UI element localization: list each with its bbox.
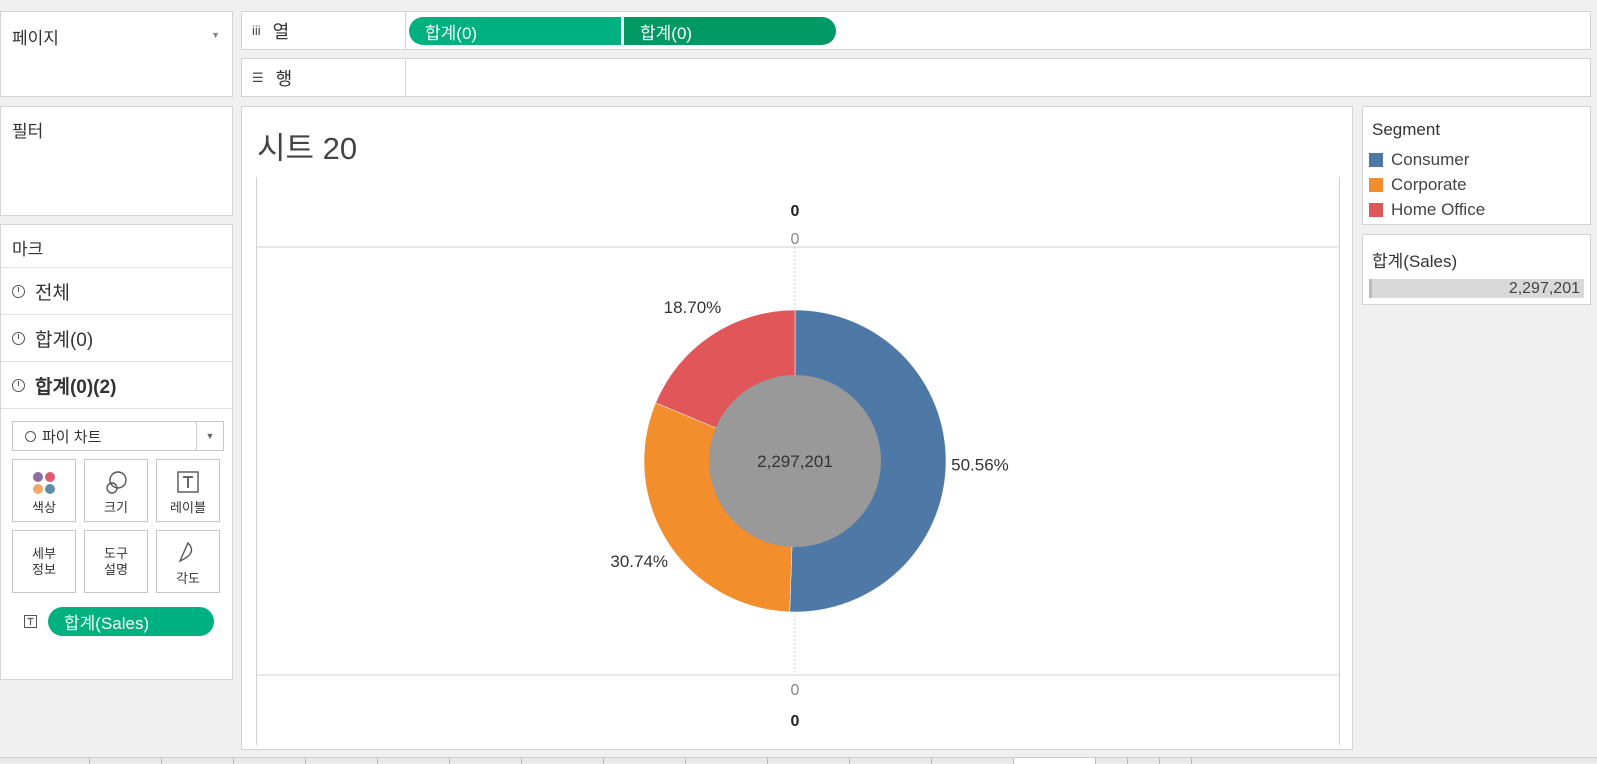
columns-shelf[interactable]: iii 열 합계(0) 합계(0): [241, 11, 1591, 50]
card-label: 세부 정보: [32, 545, 56, 577]
sheet-tab[interactable]: [1128, 758, 1160, 764]
mark-layer-sum0[interactable]: 합계(0): [1, 314, 232, 362]
sheet-tab[interactable]: [850, 758, 932, 764]
sales-legend-title: 합계(Sales): [1372, 252, 1458, 271]
card-label: 각도: [176, 571, 200, 586]
mark-type-dropdown[interactable]: 파이 차트 ▼: [12, 421, 224, 451]
marks-title: 마크: [12, 240, 44, 259]
divider: [1, 408, 232, 409]
rows-shelf[interactable]: ☰ 행: [241, 58, 1591, 97]
sheet-tab[interactable]: [0, 758, 90, 764]
sheet-tab[interactable]: [686, 758, 768, 764]
pages-title: 페이지: [12, 29, 59, 48]
text-icon: [24, 615, 37, 628]
top-tick-label: 0: [791, 231, 800, 248]
column-pill-1[interactable]: 합계(0): [409, 17, 621, 45]
sales-legend: 합계(Sales) 2,297,201: [1362, 234, 1591, 305]
legend-item-home-office[interactable]: Home Office: [1369, 198, 1485, 222]
detail-card[interactable]: 세부 정보: [12, 530, 76, 593]
slice-label: 50.56%: [951, 455, 1009, 474]
pages-shelf[interactable]: 페이지 ▼: [0, 11, 233, 97]
color-card[interactable]: 색상: [12, 459, 76, 522]
size-card[interactable]: 크기: [84, 459, 148, 522]
pie-chart-icon: [12, 285, 25, 298]
legend-title: Segment: [1372, 120, 1441, 139]
mark-layer-label: 합계(0): [35, 330, 94, 351]
sheet-tab[interactable]: [604, 758, 686, 764]
mark-layer-sum0-2[interactable]: 합계(0)(2): [1, 361, 232, 409]
sheet-tab[interactable]: [768, 758, 850, 764]
filters-title: 필터: [12, 122, 44, 141]
angle-card[interactable]: 각도: [156, 530, 220, 593]
marks-card: 마크 전체 합계(0) 합계(0)(2) 파이 차트 ▼ 색상 크기 레이: [0, 224, 233, 680]
pill-label: 합계(Sales): [64, 614, 150, 633]
columns-icon: iii: [252, 23, 261, 38]
card-label: 도구 설명: [104, 545, 128, 577]
bottom-header-label: 0: [791, 713, 800, 730]
card-label: 색상: [32, 500, 56, 515]
sheet-title[interactable]: 시트 20: [257, 131, 358, 166]
sum-sales-pill[interactable]: 합계(Sales): [48, 607, 214, 636]
sheet-tab[interactable]: [162, 758, 234, 764]
segment-legend: Segment Consumer Corporate Home Office: [1362, 106, 1591, 225]
legend-item-consumer[interactable]: Consumer: [1369, 148, 1469, 172]
sheet-tab[interactable]: [1160, 758, 1192, 764]
bottom-tick-label: 0: [791, 682, 800, 699]
chevron-down-icon[interactable]: ▼: [211, 30, 220, 40]
card-label: 레이블: [170, 500, 206, 515]
angle-icon: [178, 541, 193, 563]
legend-item-corporate[interactable]: Corporate: [1369, 173, 1467, 197]
legend-swatch: [1369, 153, 1383, 167]
mark-type-label: 파이 차트: [42, 428, 102, 446]
pie-chart-icon: [12, 332, 25, 345]
sheet-tab[interactable]: [522, 758, 604, 764]
rows-label: 행: [275, 68, 293, 89]
sheet-tab[interactable]: [1096, 758, 1128, 764]
donut-center-label: 2,297,201: [757, 452, 833, 471]
legend-label: Home Office: [1391, 200, 1486, 219]
donut-center[interactable]: [709, 375, 881, 547]
sheet-tab[interactable]: [378, 758, 450, 764]
sales-range-bar[interactable]: 2,297,201: [1369, 279, 1584, 298]
columns-label: 열: [272, 21, 290, 42]
label-card[interactable]: 레이블: [156, 459, 220, 522]
chevron-down-icon[interactable]: ▼: [205, 431, 215, 441]
sheet-tab[interactable]: [932, 758, 1014, 764]
legend-label: Consumer: [1391, 150, 1470, 169]
pill-label: 합계(0): [640, 23, 693, 43]
legend-swatch: [1369, 203, 1383, 217]
sheet-tab[interactable]: [90, 758, 162, 764]
tooltip-card[interactable]: 도구 설명: [84, 530, 148, 593]
card-label: 크기: [104, 500, 128, 515]
columns-shelf-label: iii 열: [242, 12, 406, 49]
mark-layer-label: 합계(0)(2): [35, 377, 117, 398]
sheet-tab[interactable]: [234, 758, 306, 764]
pie-chart-plot[interactable]: 0 0 0 0 2,297,201 50.56% 30.74% 18.70%: [256, 177, 1340, 745]
color-icon: [33, 472, 55, 494]
size-icon: [106, 471, 127, 494]
rows-shelf-label: ☰ 행: [242, 59, 406, 96]
column-pill-2[interactable]: 합계(0): [624, 17, 836, 45]
pie-chart-icon: [12, 379, 25, 392]
filters-shelf[interactable]: 필터: [0, 106, 233, 216]
sheet-tab[interactable]: [450, 758, 522, 764]
pie-chart-icon: [25, 430, 36, 442]
slice-label: 30.74%: [610, 552, 668, 571]
legend-swatch: [1369, 178, 1383, 192]
mark-layer-label: 전체: [35, 283, 70, 304]
sheet-tab[interactable]: [306, 758, 378, 764]
top-header-label: 0: [791, 203, 800, 220]
sheet-tab-active[interactable]: [1014, 758, 1096, 764]
rows-icon: ☰: [252, 69, 264, 85]
slice-label: 18.70%: [664, 298, 722, 317]
pill-label: 합계(0): [425, 23, 478, 43]
legend-label: Corporate: [1391, 175, 1467, 194]
worksheet-view: 시트 20 0 0 0 0 2,297,201 50.56% 30.74% 18.7…: [241, 106, 1353, 750]
sheet-tabs-strip: [0, 757, 1597, 764]
mark-layer-all[interactable]: 전체: [1, 267, 232, 315]
text-icon: [177, 471, 199, 493]
